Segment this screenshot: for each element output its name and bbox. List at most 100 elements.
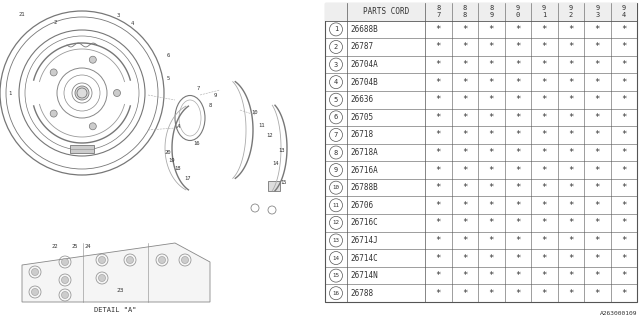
Text: *: * bbox=[621, 43, 627, 52]
Text: *: * bbox=[568, 95, 573, 104]
Text: *: * bbox=[621, 165, 627, 175]
Text: *: * bbox=[568, 113, 573, 122]
Text: 26706: 26706 bbox=[350, 201, 373, 210]
Text: *: * bbox=[436, 289, 441, 298]
Text: *: * bbox=[488, 131, 494, 140]
Text: *: * bbox=[595, 271, 600, 280]
Text: *: * bbox=[568, 25, 573, 34]
Text: *: * bbox=[462, 78, 467, 87]
Text: 9: 9 bbox=[489, 12, 493, 18]
Text: *: * bbox=[595, 165, 600, 175]
Text: *: * bbox=[621, 218, 627, 227]
Text: *: * bbox=[488, 43, 494, 52]
Text: *: * bbox=[515, 131, 520, 140]
Circle shape bbox=[61, 276, 68, 284]
Text: *: * bbox=[541, 113, 547, 122]
Text: *: * bbox=[541, 60, 547, 69]
Bar bbox=[325, 3, 637, 20]
Text: *: * bbox=[462, 25, 467, 34]
Text: *: * bbox=[541, 183, 547, 192]
Text: *: * bbox=[541, 25, 547, 34]
Text: *: * bbox=[568, 289, 573, 298]
Text: *: * bbox=[595, 148, 600, 157]
Text: 9: 9 bbox=[568, 5, 573, 11]
Text: 13: 13 bbox=[333, 238, 339, 243]
Text: 7: 7 bbox=[334, 132, 338, 138]
Text: 3: 3 bbox=[116, 12, 120, 18]
Text: *: * bbox=[436, 60, 441, 69]
Text: *: * bbox=[541, 78, 547, 87]
Text: 25: 25 bbox=[72, 244, 79, 249]
Text: 13: 13 bbox=[279, 148, 285, 153]
Text: *: * bbox=[595, 43, 600, 52]
Text: 7: 7 bbox=[436, 12, 440, 18]
Text: *: * bbox=[515, 183, 520, 192]
Text: *: * bbox=[595, 236, 600, 245]
Text: 26704B: 26704B bbox=[350, 78, 378, 87]
Text: 8: 8 bbox=[463, 12, 467, 18]
Text: 16: 16 bbox=[333, 291, 339, 296]
Text: *: * bbox=[595, 201, 600, 210]
Text: *: * bbox=[568, 78, 573, 87]
Text: *: * bbox=[568, 60, 573, 69]
Text: *: * bbox=[462, 95, 467, 104]
Text: *: * bbox=[541, 43, 547, 52]
Text: *: * bbox=[462, 236, 467, 245]
Text: *: * bbox=[462, 253, 467, 262]
Polygon shape bbox=[22, 243, 210, 302]
Text: *: * bbox=[621, 236, 627, 245]
Text: 8: 8 bbox=[334, 149, 338, 156]
Circle shape bbox=[127, 257, 134, 263]
Text: 1: 1 bbox=[334, 26, 338, 32]
Circle shape bbox=[159, 257, 166, 263]
Circle shape bbox=[50, 69, 57, 76]
Text: *: * bbox=[515, 236, 520, 245]
Text: 1: 1 bbox=[8, 91, 12, 95]
Text: *: * bbox=[541, 271, 547, 280]
Text: *: * bbox=[541, 165, 547, 175]
Text: *: * bbox=[515, 165, 520, 175]
Text: 24: 24 bbox=[85, 244, 92, 249]
Text: *: * bbox=[595, 78, 600, 87]
Text: 11: 11 bbox=[259, 123, 265, 127]
Text: *: * bbox=[568, 253, 573, 262]
Text: 15: 15 bbox=[281, 180, 287, 185]
Text: *: * bbox=[515, 43, 520, 52]
Text: A263000109: A263000109 bbox=[600, 311, 637, 316]
Circle shape bbox=[61, 292, 68, 299]
Text: 9: 9 bbox=[516, 5, 520, 11]
Text: 15: 15 bbox=[333, 273, 339, 278]
Text: *: * bbox=[488, 148, 494, 157]
Text: *: * bbox=[621, 78, 627, 87]
Text: *: * bbox=[462, 148, 467, 157]
Text: 4: 4 bbox=[621, 12, 626, 18]
Text: *: * bbox=[488, 25, 494, 34]
Text: 21: 21 bbox=[19, 12, 25, 17]
Text: *: * bbox=[541, 95, 547, 104]
Text: *: * bbox=[488, 201, 494, 210]
Text: *: * bbox=[462, 183, 467, 192]
Text: *: * bbox=[515, 78, 520, 87]
Text: PARTS CORD: PARTS CORD bbox=[363, 7, 409, 16]
Text: 14: 14 bbox=[273, 161, 279, 165]
Text: 3: 3 bbox=[334, 61, 338, 68]
Text: *: * bbox=[621, 183, 627, 192]
Text: *: * bbox=[462, 131, 467, 140]
Text: *: * bbox=[515, 113, 520, 122]
Text: *: * bbox=[515, 25, 520, 34]
Circle shape bbox=[182, 257, 189, 263]
Circle shape bbox=[50, 110, 57, 117]
Text: *: * bbox=[515, 289, 520, 298]
Text: *: * bbox=[568, 131, 573, 140]
Text: 12: 12 bbox=[333, 220, 339, 225]
Text: *: * bbox=[462, 271, 467, 280]
Text: 26688B: 26688B bbox=[350, 25, 378, 34]
Text: *: * bbox=[462, 43, 467, 52]
Text: 2: 2 bbox=[568, 12, 573, 18]
Text: *: * bbox=[568, 148, 573, 157]
Text: *: * bbox=[436, 78, 441, 87]
Text: *: * bbox=[436, 165, 441, 175]
Text: *: * bbox=[595, 218, 600, 227]
Text: *: * bbox=[462, 113, 467, 122]
Text: *: * bbox=[568, 165, 573, 175]
